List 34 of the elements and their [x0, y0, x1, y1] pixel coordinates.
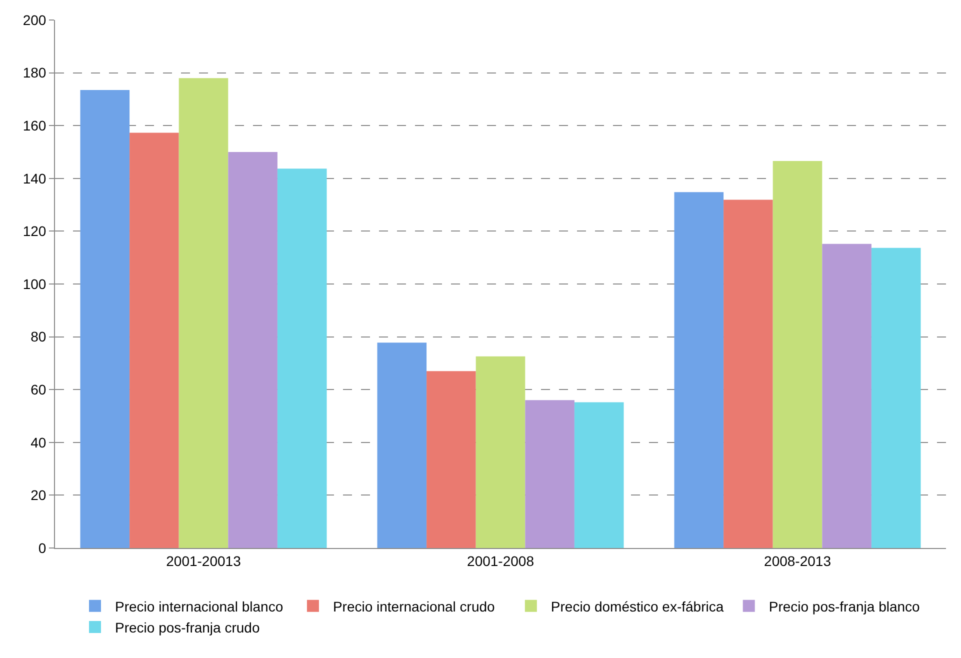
bar [871, 248, 921, 548]
y-tick-label: 180 [22, 64, 46, 81]
y-tick-label: 80 [30, 328, 46, 345]
y-tick-label: 100 [22, 276, 46, 292]
bar [426, 371, 476, 548]
y-tick-label: 60 [30, 382, 46, 398]
y-tick-label: 120 [22, 223, 46, 240]
legend-label: Precio internacional crudo [332, 598, 496, 614]
y-tick-label: 20 [30, 487, 46, 504]
y-tick-label: 40 [30, 434, 46, 450]
x-tick-label: 2008-2013 [764, 552, 832, 569]
y-tick-label: 140 [22, 170, 46, 186]
bar [525, 400, 574, 548]
bar [178, 78, 228, 548]
x-tick-label: 2001-20013 [166, 552, 242, 569]
bar [772, 160, 822, 548]
x-tick-label: 2001-2008 [467, 552, 534, 569]
bar [822, 244, 872, 548]
legend-label: Precio pos-franja crudo [115, 620, 260, 636]
legend-label: Precio doméstico ex-fábrica [550, 598, 724, 614]
y-tick-label: 160 [22, 118, 46, 134]
bar [476, 356, 526, 548]
bar [228, 152, 278, 548]
bar [80, 90, 130, 548]
legend-label: Precio internacional blanco [115, 598, 284, 614]
bar [130, 132, 179, 548]
y-tick-label: 0 [38, 540, 46, 556]
bar [377, 342, 427, 548]
legend-label: Precio pos-franja blanco [768, 598, 920, 614]
bar [574, 402, 624, 548]
bar [277, 168, 327, 548]
y-tick-label: 200 [22, 12, 46, 28]
bar [724, 200, 773, 548]
bar [674, 192, 724, 548]
